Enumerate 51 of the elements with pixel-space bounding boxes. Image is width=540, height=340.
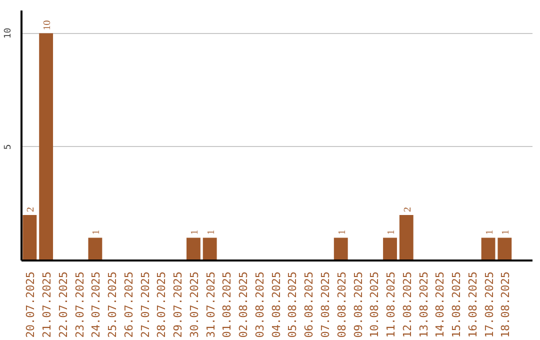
x-tick-label: 26.07.2025 <box>122 271 136 338</box>
x-tick-label: 27.07.2025 <box>138 271 152 338</box>
data-label: 10 <box>42 20 54 30</box>
x-tick-label: 30.07.2025 <box>188 271 201 338</box>
bar <box>481 238 496 260</box>
x-tick-label: 10.08.2025 <box>368 271 382 338</box>
x-tick-label: 22.07.2025 <box>56 271 70 338</box>
x-tick-label: 28.07.2025 <box>155 271 168 338</box>
x-tick-label: 09.08.2025 <box>352 271 365 338</box>
x-tick-label: 16.08.2025 <box>466 271 480 338</box>
x-tick-label: 11.08.2025 <box>384 271 398 338</box>
x-tick-label: 15.08.2025 <box>450 271 464 338</box>
x-tick-label: 03.08.2025 <box>253 271 266 338</box>
data-label: 1 <box>484 230 496 235</box>
x-tick-label: 18.08.2025 <box>499 271 512 338</box>
data-label: 1 <box>336 230 348 235</box>
bar <box>334 238 348 260</box>
bar <box>498 238 512 260</box>
y-tick-label: 5 <box>4 144 14 150</box>
x-tick-label: 23.07.2025 <box>73 271 86 338</box>
bar <box>383 238 397 260</box>
bar <box>22 215 37 260</box>
bar <box>88 238 102 260</box>
data-label: 1 <box>500 230 512 235</box>
data-label: 1 <box>91 230 102 235</box>
data-label: 2 <box>26 207 37 212</box>
bar <box>39 33 54 260</box>
x-tick-label: 05.08.2025 <box>286 271 300 338</box>
x-tick-label: 01.08.2025 <box>220 271 234 338</box>
x-tick-label: 06.08.2025 <box>302 271 316 338</box>
x-tick-label: 31.07.2025 <box>204 271 218 338</box>
data-label: 2 <box>402 207 414 212</box>
x-tick-label: 07.08.2025 <box>318 271 332 338</box>
x-tick-label: 24.07.2025 <box>90 271 103 338</box>
data-label: 1 <box>386 230 398 235</box>
x-tick-label: 20.07.2025 <box>24 271 38 338</box>
bar <box>399 215 414 260</box>
x-tick-label: 14.08.2025 <box>434 271 447 338</box>
data-label: 1 <box>189 230 200 235</box>
x-tick-label: 17.08.2025 <box>482 271 496 338</box>
x-tick-label: 04.08.2025 <box>270 271 283 338</box>
x-tick-label: 02.08.2025 <box>237 271 250 338</box>
x-tick-label: 13.08.2025 <box>417 271 430 338</box>
bar <box>186 238 200 260</box>
x-tick-label: 29.07.2025 <box>172 271 185 338</box>
bar <box>202 238 217 260</box>
x-tick-label: 21.07.2025 <box>40 271 54 338</box>
x-tick-label: 08.08.2025 <box>335 271 348 338</box>
x-tick-label: 12.08.2025 <box>400 271 414 338</box>
data-label: 1 <box>206 230 217 235</box>
x-tick-label: 25.07.2025 <box>106 271 120 338</box>
